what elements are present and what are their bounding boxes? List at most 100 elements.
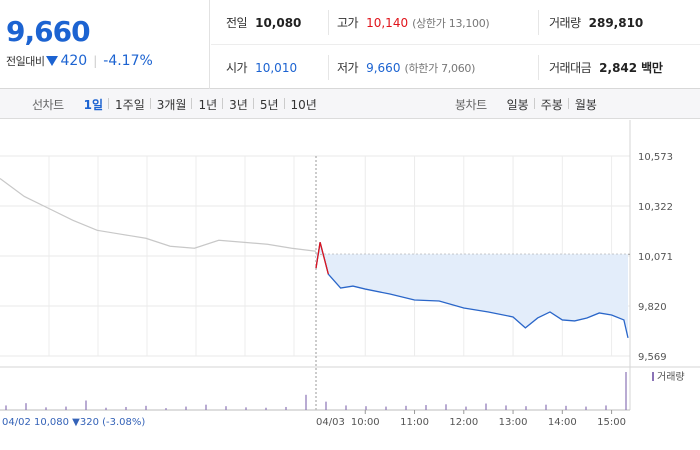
volume-legend-swatch bbox=[652, 372, 654, 381]
prev-day-summary: 04/02 10,080 ▼320 (-3.08%) bbox=[2, 417, 145, 428]
period-candle_periods-0[interactable]: 일봉 bbox=[506, 97, 529, 112]
stat-label: 거래대금 bbox=[549, 61, 592, 75]
stat-value: 2,842 bbox=[599, 60, 638, 75]
volume-bar bbox=[565, 405, 567, 410]
today-fill-area bbox=[316, 242, 628, 338]
prev-day-line bbox=[0, 178, 317, 252]
candle-chart-periods: 봉차트 일봉 주봉 월봉 bbox=[455, 89, 603, 119]
volume-bar bbox=[465, 406, 467, 410]
period-line_periods-0[interactable]: 1일 bbox=[83, 97, 104, 112]
y-tick-label: 9,820 bbox=[638, 302, 667, 313]
change-percent: -4.17% bbox=[103, 53, 153, 69]
y-tick-label: 10,322 bbox=[638, 202, 673, 213]
x-tick-label: 13:00 bbox=[499, 417, 528, 428]
period-toolbar: 선차트 1일 1주일 3개월 1년 3년 5년 10년 봉차트 일봉 주봉 월봉 bbox=[0, 89, 700, 119]
volume-bar bbox=[625, 372, 627, 410]
volume-bar bbox=[585, 406, 587, 410]
stat-prev-close: 전일 10,080 bbox=[211, 0, 328, 45]
y-tick-label: 9,569 bbox=[638, 352, 667, 363]
stats-row: 시가 10,010 저가 9,660 (하한가 7,060) 거래대금 2,84… bbox=[211, 45, 700, 90]
period-line_periods-1[interactable]: 1주일 bbox=[108, 96, 151, 113]
period-candle_periods-2[interactable]: 월봉 bbox=[567, 96, 603, 113]
x-tick-label: 04/03 bbox=[316, 417, 345, 428]
volume-bar bbox=[185, 406, 187, 410]
stat-open: 시가 10,010 bbox=[211, 45, 328, 90]
y-axis-ticks: 10,573 10,322 10,071 9,820 9,569 bbox=[638, 152, 673, 363]
period-line_periods-4[interactable]: 3년 bbox=[222, 96, 254, 113]
period-line_periods-6[interactable]: 10년 bbox=[283, 96, 323, 113]
candle-chart-title: 봉차트 bbox=[455, 97, 487, 112]
price-chart[interactable]: 10,573 10,322 10,071 9,820 9,569 거래량 04/02 1… bbox=[0, 120, 700, 450]
stat-label: 시가 bbox=[226, 61, 248, 75]
price-lines bbox=[0, 178, 629, 339]
stats-row: 전일 10,080 고가 10,140 (상한가 13,100) 거래량 289… bbox=[211, 0, 700, 45]
y-tick-label: 10,071 bbox=[638, 252, 673, 263]
volume-bar bbox=[525, 406, 527, 410]
volume-bar bbox=[145, 405, 147, 410]
volume-bar bbox=[385, 406, 387, 410]
price-box: 9,660 전일대비 420 | -4.17% bbox=[0, 0, 210, 89]
change-amount: 420 bbox=[60, 53, 88, 69]
volume-bar bbox=[605, 405, 607, 410]
stat-value: 289,810 bbox=[588, 15, 644, 30]
line-chart-title: 선차트 bbox=[32, 97, 64, 112]
divider: | bbox=[93, 54, 98, 68]
x-tick-label: 14:00 bbox=[548, 417, 577, 428]
stat-label: 거래량 bbox=[549, 16, 581, 30]
today-high-segment bbox=[315, 242, 329, 275]
volume-bar bbox=[285, 406, 287, 410]
volume-bars: 거래량 bbox=[0, 366, 700, 411]
stat-label: 저가 bbox=[337, 61, 359, 75]
volume-legend-label: 거래량 bbox=[657, 371, 685, 383]
volume-bar bbox=[45, 407, 47, 410]
stat-low: 저가 9,660 (하한가 7,060) bbox=[328, 55, 538, 80]
volume-bar bbox=[105, 407, 107, 410]
line-chart-periods: 선차트 1일 1주일 3개월 1년 3년 5년 10년 bbox=[32, 89, 323, 119]
volume-bar bbox=[245, 407, 247, 410]
stat-unit: 백만 bbox=[641, 61, 663, 75]
volume-bar bbox=[545, 404, 547, 410]
today-fill bbox=[316, 242, 628, 338]
volume-bar bbox=[425, 405, 427, 410]
volume-bar bbox=[65, 406, 67, 410]
volume-bar bbox=[505, 405, 507, 410]
x-tick-label: 12:00 bbox=[449, 417, 478, 428]
volume-bar bbox=[265, 407, 267, 410]
volume-bar bbox=[305, 394, 307, 410]
stat-trade-value: 거래대금 2,842 백만 bbox=[538, 55, 700, 80]
volume-bar bbox=[225, 406, 227, 410]
volume-bar bbox=[25, 403, 27, 410]
x-tick-label: 15:00 bbox=[597, 417, 626, 428]
volume-bar bbox=[165, 408, 167, 410]
stats-panel: 전일 10,080 고가 10,140 (상한가 13,100) 거래량 289… bbox=[211, 0, 700, 89]
upper-limit: (상한가 13,100) bbox=[412, 16, 490, 30]
volume-bar bbox=[5, 405, 7, 410]
change-row: 전일대비 420 | -4.17% bbox=[6, 53, 153, 69]
today-line bbox=[315, 242, 629, 339]
volume-bar bbox=[485, 403, 487, 410]
period-line_periods-2[interactable]: 3개월 bbox=[149, 96, 193, 113]
stat-value: 10,010 bbox=[255, 60, 298, 75]
stat-label: 고가 bbox=[337, 16, 359, 30]
quote-summary: 9,660 전일대비 420 | -4.17% 전일 10,080 고가 10,… bbox=[0, 0, 700, 89]
stat-volume: 거래량 289,810 bbox=[538, 10, 700, 35]
x-tick-label: 10:00 bbox=[351, 417, 380, 428]
period-line_periods-5[interactable]: 5년 bbox=[252, 96, 285, 113]
volume-bar bbox=[405, 405, 407, 410]
volume-bar bbox=[365, 406, 367, 410]
stat-value: 10,140 bbox=[366, 15, 409, 30]
stat-label: 전일 bbox=[226, 16, 248, 30]
stat-high: 고가 10,140 (상한가 13,100) bbox=[328, 10, 538, 35]
volume-bar bbox=[345, 405, 347, 410]
x-axis-ticks: 04/02 10,080 ▼320 (-3.08%) 04/03 10:00 11:0… bbox=[2, 410, 626, 428]
period-line_periods-3[interactable]: 1년 bbox=[191, 96, 223, 113]
volume-bar bbox=[205, 404, 207, 410]
period-candle_periods-1[interactable]: 주봉 bbox=[533, 96, 569, 113]
change-label: 전일대비 bbox=[6, 55, 45, 68]
volume-bar bbox=[445, 404, 447, 410]
stat-value: 10,080 bbox=[255, 15, 302, 30]
volume-bar bbox=[125, 406, 127, 410]
down-arrow-icon bbox=[46, 56, 59, 66]
current-price: 9,660 bbox=[6, 15, 91, 48]
volume-bar bbox=[85, 400, 87, 410]
